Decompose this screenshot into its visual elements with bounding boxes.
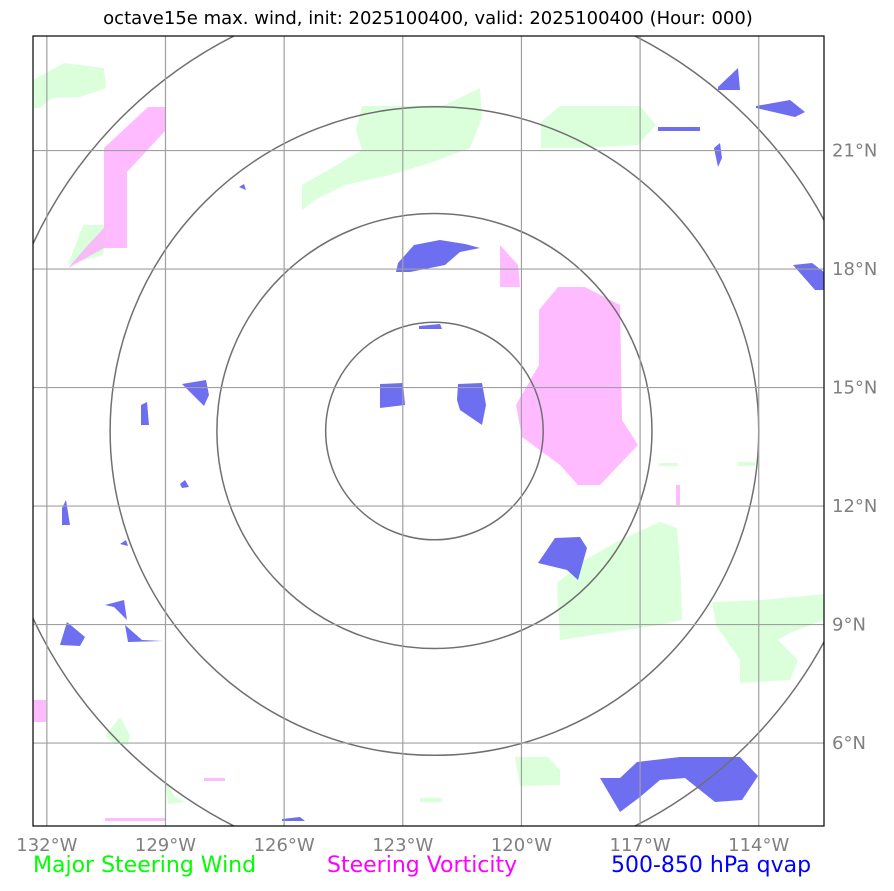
qvap-region <box>396 240 480 272</box>
lat-tick-label: 9°N <box>832 615 866 636</box>
qvap-region <box>120 540 128 546</box>
lat-tick-label: 18°N <box>832 259 877 280</box>
vorticity-region <box>500 245 520 287</box>
range-ring <box>216 212 653 650</box>
steering-vorticity-regions <box>33 107 680 821</box>
qvap-region <box>718 68 740 90</box>
lat-tick-label: 21°N <box>832 141 877 162</box>
lon-tick-label: 129°W <box>135 835 196 856</box>
legend-steering-vorticity: Steering Vorticity <box>327 853 518 878</box>
wind-region <box>712 594 824 683</box>
lon-tick-label: 120°W <box>491 835 552 856</box>
qvap-region <box>282 817 305 821</box>
lat-tick-label: 15°N <box>832 378 877 399</box>
qvap-region <box>714 143 722 167</box>
qvap-region <box>419 324 442 329</box>
qvap-region <box>105 600 127 620</box>
vorticity-region <box>676 485 680 505</box>
vorticity-region <box>516 287 638 485</box>
range-ring <box>324 321 544 541</box>
wind-region <box>33 63 106 108</box>
legend-steering-wind: Major Steering Wind <box>33 853 257 878</box>
vorticity-region <box>105 818 165 821</box>
wind-region <box>420 798 442 802</box>
qvap-region <box>793 263 824 290</box>
wind-region <box>68 225 107 265</box>
vorticity-region <box>204 778 225 781</box>
qvap-region <box>756 100 805 117</box>
wind-region <box>659 463 678 466</box>
vorticity-region <box>33 700 46 722</box>
lon-tick-label: 123°W <box>372 835 433 856</box>
lon-tick-label: 126°W <box>254 835 315 856</box>
qvap-region <box>658 127 700 131</box>
qvap-region <box>62 500 70 525</box>
lon-tick-label: 132°W <box>16 835 77 856</box>
qvap-region <box>125 625 163 642</box>
lat-tick-label: 6°N <box>832 733 866 754</box>
chart-title: octave15e max. wind, init: 2025100400, v… <box>103 8 753 29</box>
wind-region <box>302 88 482 210</box>
wind-region <box>738 462 755 466</box>
qvap-region <box>538 537 587 580</box>
wind-region <box>165 780 186 804</box>
lon-tick-label: 117°W <box>610 835 671 856</box>
axis-tick-labels: 132°W 129°W 126°W 123°W 120°W 117°W 114°W 21°N 1… <box>16 141 877 856</box>
range-ring <box>109 105 760 757</box>
qvap-regions <box>60 68 824 821</box>
qvap-region <box>60 622 85 646</box>
legend-qvap: 500-850 hPa qvap <box>611 853 812 878</box>
steering-wind-regions <box>33 63 824 804</box>
wind-region <box>515 757 560 786</box>
qvap-region <box>141 402 149 425</box>
qvap-region <box>180 480 189 488</box>
wind-region <box>105 717 130 745</box>
qvap-region <box>600 757 758 812</box>
qvap-region <box>380 383 405 408</box>
plot-frame <box>32 35 825 827</box>
graticule <box>33 36 824 826</box>
wind-region <box>541 106 656 148</box>
wind-region <box>557 522 682 640</box>
qvap-region <box>239 184 246 190</box>
lat-tick-label: 12°N <box>832 496 877 517</box>
vorticity-region <box>68 107 166 268</box>
qvap-region <box>457 383 486 425</box>
qvap-region <box>182 380 209 406</box>
lon-tick-label: 114°W <box>728 835 789 856</box>
map-plot-area <box>33 36 824 826</box>
